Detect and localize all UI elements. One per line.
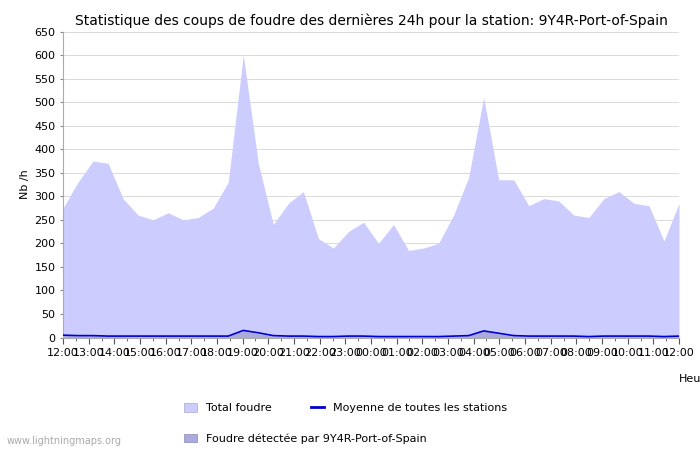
Title: Statistique des coups de foudre des dernières 24h pour la station: 9Y4R-Port-of-: Statistique des coups de foudre des dern…	[75, 13, 667, 27]
Text: Heure: Heure	[679, 374, 700, 384]
Text: www.lightningmaps.org: www.lightningmaps.org	[7, 436, 122, 446]
Legend: Foudre détectée par 9Y4R-Port-of-Spain: Foudre détectée par 9Y4R-Port-of-Spain	[179, 429, 431, 448]
Y-axis label: Nb /h: Nb /h	[20, 170, 30, 199]
